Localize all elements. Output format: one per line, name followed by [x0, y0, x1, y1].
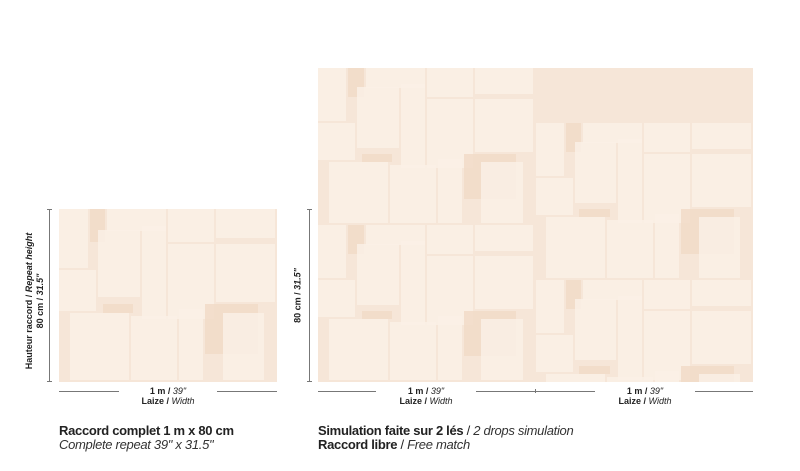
- pattern-tile: [655, 214, 680, 278]
- pattern-tile: [328, 162, 388, 223]
- pattern-tile: [168, 209, 214, 242]
- pattern-tile: [400, 83, 425, 169]
- pattern-tile: [607, 377, 654, 382]
- pattern-tile: [357, 243, 399, 305]
- pattern-tile: [644, 279, 691, 310]
- pattern-tile: [178, 309, 204, 380]
- pattern-tile: [698, 217, 741, 278]
- pattern-tile: [481, 162, 523, 223]
- pattern-tile: [318, 279, 356, 318]
- pattern-tile: [618, 295, 643, 380]
- pattern-tile: [318, 225, 347, 278]
- pattern-tile: [141, 226, 166, 320]
- pattern-tile: [437, 159, 462, 223]
- simulation-height-label: 80 cm / 31.5": [292, 268, 303, 323]
- pattern-tile: [583, 279, 643, 300]
- pattern-tile: [426, 68, 473, 98]
- pattern-tile: [474, 256, 534, 310]
- pattern-tile: [481, 319, 523, 380]
- pattern-tile: [692, 154, 751, 208]
- pattern-tile: [644, 122, 691, 153]
- drop-width-label: 1 m / 39" Laize / Width: [595, 386, 695, 406]
- pattern-tile: [365, 68, 425, 88]
- width-line: [59, 391, 119, 392]
- pattern-tile: [98, 229, 140, 297]
- pattern-tile: [215, 209, 275, 239]
- pattern-tile: [579, 366, 610, 374]
- pattern-tile: [698, 374, 741, 382]
- width-line: [217, 391, 277, 392]
- repeat-height-line: [49, 209, 50, 382]
- pattern-tile: [361, 154, 393, 162]
- tick: [47, 381, 52, 382]
- pattern-tile: [607, 220, 654, 278]
- pattern-tile: [535, 334, 573, 373]
- pattern-tile: [579, 209, 610, 217]
- tick: [47, 209, 52, 210]
- pattern-tile: [546, 374, 606, 382]
- pattern-tile: [426, 225, 473, 255]
- pattern-tile: [361, 311, 393, 319]
- simulation-image: [318, 68, 753, 382]
- simulation-height-line: [309, 209, 310, 382]
- pattern-tile: [318, 68, 347, 121]
- pattern-tile: [583, 122, 643, 143]
- pattern-tile: [535, 122, 564, 176]
- pattern-tile: [535, 279, 564, 333]
- pattern-tile: [574, 298, 617, 360]
- pattern-tile: [130, 316, 177, 380]
- repeat-caption: Raccord complet 1 m x 80 cm Complete rep…: [59, 423, 234, 452]
- tick: [535, 389, 536, 393]
- pattern-tile: [546, 217, 606, 278]
- repeat-height-label: Hauteur raccord / Repeat height 80 cm / …: [24, 232, 45, 370]
- pattern-tile: [574, 141, 617, 203]
- pattern-tile: [474, 68, 534, 95]
- pattern-tile: [474, 225, 534, 252]
- pattern-tile: [692, 279, 751, 307]
- pattern-tile: [389, 322, 436, 380]
- pattern-tile: [328, 319, 388, 380]
- pattern-tile: [437, 316, 462, 380]
- pattern-tile: [222, 312, 265, 380]
- pattern-tile: [474, 99, 534, 153]
- pattern-tile: [618, 138, 643, 223]
- pattern-tile: [318, 122, 356, 161]
- pattern-tile: [692, 311, 751, 365]
- simulation-caption: Simulation faite sur 2 lés / 2 drops sim…: [318, 423, 574, 452]
- pattern-tile: [69, 312, 129, 380]
- repeat-width-label: 1 m / 39" Laize / Width: [141, 386, 195, 406]
- tick: [307, 381, 312, 382]
- pattern-tile: [59, 269, 97, 311]
- pattern-tile: [692, 122, 751, 150]
- pattern-tile: [215, 243, 275, 303]
- pattern-tile: [400, 240, 425, 326]
- pattern-tile: [106, 209, 166, 232]
- drop-width-label: 1 m / 39" Laize / Width: [376, 386, 476, 406]
- pattern-tile: [389, 165, 436, 223]
- pattern-tile: [59, 209, 88, 268]
- tick: [307, 209, 312, 210]
- pattern-tile: [655, 371, 680, 382]
- pattern-tile: [365, 225, 425, 245]
- pattern-tile: [357, 86, 399, 148]
- pattern-tile: [102, 304, 134, 313]
- repeat-sample-image: [59, 209, 277, 382]
- pattern-tile: [535, 177, 573, 216]
